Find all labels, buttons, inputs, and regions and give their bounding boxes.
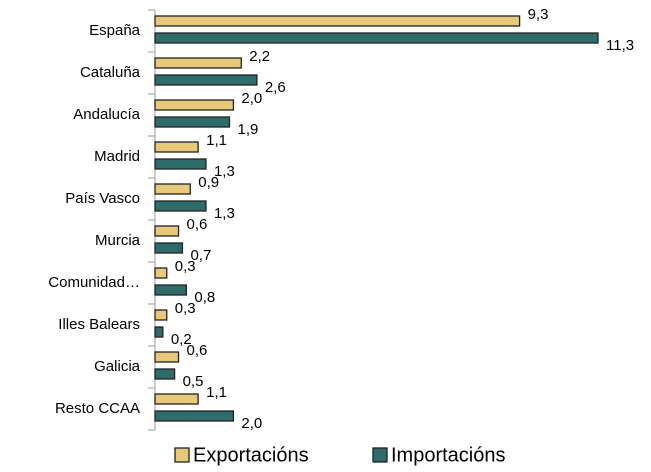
category-label: Andalucía bbox=[73, 106, 140, 123]
data-label: 0,9 bbox=[198, 174, 219, 191]
data-label: 1,1 bbox=[206, 132, 227, 149]
bar bbox=[154, 284, 188, 296]
data-label: 0,2 bbox=[171, 331, 192, 348]
data-label: 0,3 bbox=[175, 300, 196, 317]
category-label: Comunidad… bbox=[48, 274, 140, 291]
bar bbox=[154, 99, 235, 111]
data-label: 2,0 bbox=[241, 90, 262, 107]
bar bbox=[154, 32, 599, 44]
data-label: 1,9 bbox=[237, 121, 258, 138]
bar bbox=[154, 225, 180, 237]
bar bbox=[154, 368, 176, 380]
legend-label: Exportacións bbox=[193, 444, 309, 466]
data-label: 0,6 bbox=[187, 216, 208, 233]
data-label: 2,0 bbox=[241, 415, 262, 432]
bar bbox=[154, 158, 207, 170]
data-label: 1,1 bbox=[206, 384, 227, 401]
data-label: 0,8 bbox=[194, 289, 215, 306]
legend-swatch bbox=[372, 447, 388, 463]
bar bbox=[154, 141, 199, 153]
data-label: 9,3 bbox=[528, 6, 549, 23]
bar bbox=[154, 57, 242, 69]
data-label: 0,7 bbox=[190, 247, 211, 264]
data-label: 0,6 bbox=[187, 342, 208, 359]
category-label: Galicia bbox=[94, 358, 141, 375]
bar bbox=[154, 74, 258, 86]
bar bbox=[154, 326, 164, 338]
bar bbox=[154, 116, 231, 128]
bar bbox=[154, 15, 521, 27]
bar bbox=[154, 393, 199, 405]
category-label: Illes Balears bbox=[58, 316, 140, 333]
bar bbox=[154, 200, 207, 212]
legend-swatch bbox=[174, 447, 190, 463]
category-label: España bbox=[89, 22, 141, 39]
bar bbox=[154, 351, 180, 363]
data-label: 11,3 bbox=[606, 37, 634, 54]
category-label: Murcia bbox=[95, 232, 141, 249]
category-label: Madrid bbox=[94, 148, 140, 165]
bar bbox=[154, 410, 235, 422]
data-label: 2,6 bbox=[265, 79, 286, 96]
data-label: 1,3 bbox=[214, 205, 235, 222]
data-label: 1,3 bbox=[214, 163, 235, 180]
category-label: Cataluña bbox=[80, 64, 141, 81]
category-label: Resto CCAA bbox=[55, 400, 140, 417]
category-label: País Vasco bbox=[65, 190, 140, 207]
bar bbox=[154, 183, 191, 195]
data-label: 0,5 bbox=[183, 373, 204, 390]
bar bbox=[154, 309, 168, 321]
bar bbox=[154, 242, 184, 254]
legend-label: Importacións bbox=[391, 444, 506, 466]
data-label: 2,2 bbox=[249, 48, 270, 65]
bar bbox=[154, 267, 168, 279]
data-label: 0,3 bbox=[175, 258, 196, 275]
